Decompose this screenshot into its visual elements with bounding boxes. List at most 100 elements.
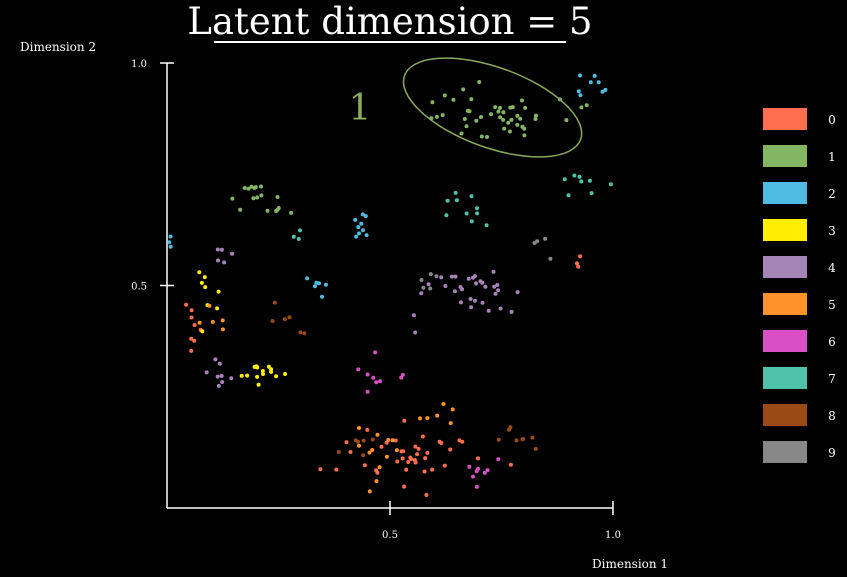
- x-axis-label: Dimension 1: [592, 557, 668, 571]
- point-digit-2: [313, 284, 317, 289]
- point-digit-4: [466, 276, 471, 281]
- point-digit-2: [168, 234, 173, 239]
- point-digit-3: [203, 285, 208, 290]
- point-digit-2: [357, 231, 361, 236]
- point-digit-0: [189, 308, 194, 313]
- point-digit-8: [355, 439, 360, 444]
- point-digit-2: [361, 228, 365, 233]
- point-digit-8: [302, 331, 307, 336]
- point-digit-1: [442, 93, 447, 98]
- point-digit-8: [530, 435, 535, 440]
- point-digit-1: [459, 131, 464, 136]
- legend-swatch-9: [763, 441, 807, 463]
- point-digit-8: [298, 330, 303, 335]
- point-digit-1: [523, 105, 528, 110]
- point-digit-7: [464, 211, 469, 216]
- point-digit-3: [199, 280, 204, 285]
- point-digit-1: [515, 122, 520, 127]
- point-digit-6: [373, 350, 378, 355]
- point-digit-1: [522, 133, 527, 138]
- point-digit-2: [576, 89, 581, 94]
- point-digit-0: [374, 468, 379, 473]
- point-digit-2: [359, 221, 364, 226]
- point-digit-1: [289, 210, 294, 215]
- point-digit-1: [461, 87, 466, 92]
- point-digit-1: [259, 184, 263, 189]
- point-digit-4: [215, 247, 220, 252]
- point-digit-0: [334, 467, 339, 472]
- point-digit-0: [442, 463, 447, 468]
- point-digit-3: [202, 275, 207, 280]
- point-digit-0: [457, 438, 462, 443]
- point-digit-0: [379, 444, 384, 449]
- point-digit-1: [479, 134, 484, 139]
- point-digit-3: [255, 365, 260, 370]
- point-digit-1: [440, 113, 445, 118]
- point-digit-0: [362, 463, 367, 468]
- legend-label-6: 6: [828, 335, 836, 349]
- legend-label-5: 5: [828, 298, 836, 312]
- point-digit-0: [348, 450, 353, 454]
- point-digit-6: [482, 470, 487, 475]
- point-digit-1: [474, 118, 479, 123]
- point-digit-7: [291, 234, 296, 239]
- point-digit-7: [608, 182, 613, 187]
- point-digit-4: [213, 357, 218, 362]
- point-digit-0: [406, 460, 411, 464]
- point-digit-4: [495, 283, 500, 287]
- point-digit-7: [562, 177, 567, 182]
- point-digit-0: [412, 458, 417, 462]
- point-digit-3: [200, 329, 205, 334]
- chart-title: Latent dimension = 5: [187, 0, 592, 43]
- point-digit-3: [197, 270, 202, 275]
- point-digit-0: [395, 459, 400, 464]
- point-digit-1: [498, 115, 503, 120]
- point-digit-1: [501, 117, 506, 122]
- point-digit-4: [217, 361, 222, 366]
- point-digit-4: [498, 306, 503, 311]
- point-digit-1: [464, 124, 469, 129]
- point-digit-7: [579, 179, 584, 184]
- y-tick-label: 1.0: [131, 59, 147, 70]
- point-digit-1: [479, 115, 483, 119]
- point-digit-4: [468, 297, 473, 301]
- point-digit-4: [419, 291, 424, 296]
- legend-swatch-8: [763, 404, 807, 426]
- point-digit-1: [520, 98, 524, 103]
- point-digit-0: [439, 441, 444, 445]
- point-digit-3: [261, 372, 265, 376]
- point-digit-6: [378, 379, 382, 384]
- point-digit-0: [424, 493, 429, 497]
- point-digit-1: [508, 105, 513, 110]
- point-digit-3: [216, 289, 221, 294]
- y-tick-label: 0.5: [131, 282, 147, 293]
- point-digit-3: [269, 369, 274, 374]
- point-digit-8: [282, 317, 287, 322]
- point-digit-1: [251, 196, 256, 201]
- point-digit-9: [543, 236, 548, 241]
- point-digit-7: [577, 174, 582, 179]
- point-digit-4: [515, 290, 520, 295]
- point-digit-0: [344, 440, 349, 445]
- point-digit-3: [245, 373, 250, 378]
- point-digit-4: [486, 308, 491, 313]
- point-digit-7: [589, 191, 594, 196]
- point-digit-7: [453, 190, 458, 195]
- point-digit-1: [515, 113, 520, 118]
- point-digit-8: [533, 446, 538, 451]
- point-digit-0: [318, 467, 323, 472]
- point-digit-6: [399, 375, 404, 380]
- point-digit-4: [493, 291, 498, 296]
- point-digit-7: [475, 211, 480, 216]
- legend-label-2: 2: [828, 187, 836, 201]
- point-digit-8: [361, 438, 366, 443]
- annotation-ellipse: [402, 57, 583, 158]
- point-digit-2: [356, 225, 361, 230]
- point-digit-0: [400, 456, 405, 461]
- point-digit-9: [535, 239, 540, 244]
- point-digit-9: [421, 285, 426, 290]
- point-digit-2: [320, 294, 324, 299]
- point-digit-7: [445, 198, 450, 203]
- point-digit-8: [496, 437, 501, 442]
